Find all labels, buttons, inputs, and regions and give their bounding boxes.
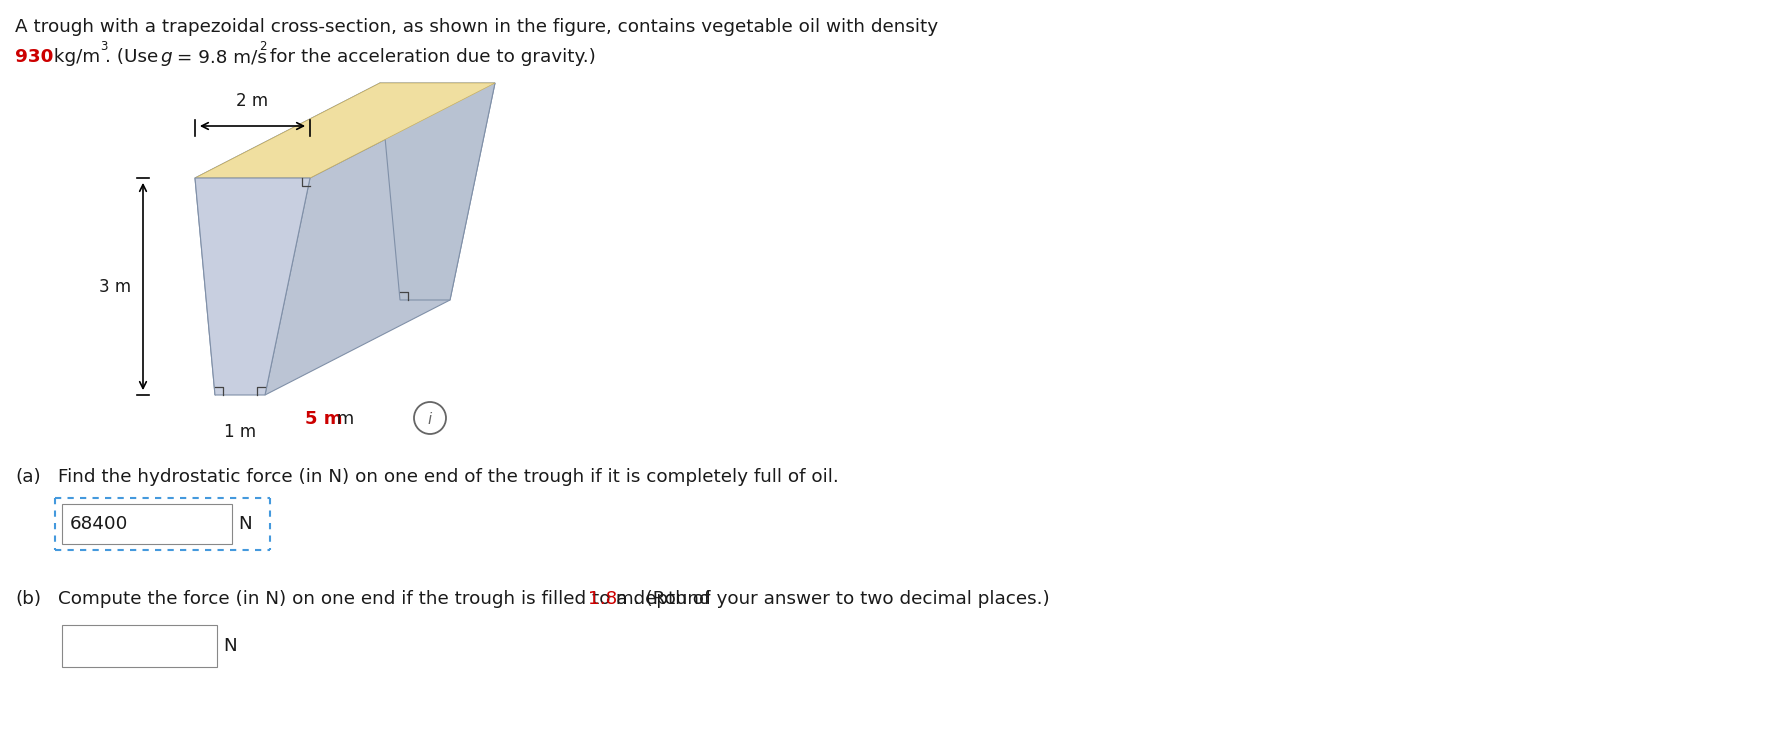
Text: 3: 3	[100, 40, 108, 53]
Text: 5 m: 5 m	[305, 410, 342, 428]
Polygon shape	[195, 83, 400, 395]
Text: i: i	[428, 412, 432, 427]
Text: kg/m: kg/m	[48, 48, 100, 66]
Text: = 9.8 m/s: = 9.8 m/s	[170, 48, 267, 66]
FancyBboxPatch shape	[63, 625, 217, 667]
Text: 1 m: 1 m	[224, 423, 256, 441]
Polygon shape	[380, 83, 495, 300]
Text: for the acceleration due to gravity.): for the acceleration due to gravity.)	[263, 48, 597, 66]
Polygon shape	[265, 83, 495, 395]
Text: (a): (a)	[14, 468, 41, 486]
Text: g: g	[159, 48, 172, 66]
Text: m: m	[332, 410, 355, 428]
Text: m. (Round your answer to two decimal places.): m. (Round your answer to two decimal pla…	[609, 590, 1050, 608]
Text: 2: 2	[260, 40, 267, 53]
Text: 930: 930	[14, 48, 54, 66]
Text: (b): (b)	[14, 590, 41, 608]
Text: 68400: 68400	[70, 515, 129, 533]
Polygon shape	[195, 178, 310, 395]
Text: 2 m: 2 m	[237, 92, 269, 110]
Text: N: N	[238, 515, 251, 533]
Text: 1.8: 1.8	[588, 590, 616, 608]
FancyBboxPatch shape	[63, 504, 231, 544]
Polygon shape	[195, 83, 495, 178]
Text: Find the hydrostatic force (in N) on one end of the trough if it is completely f: Find the hydrostatic force (in N) on one…	[57, 468, 839, 486]
Text: 3 m: 3 m	[99, 278, 131, 295]
Text: N: N	[222, 637, 237, 655]
Text: Compute the force (in N) on one end if the trough is filled to a depth of: Compute the force (in N) on one end if t…	[57, 590, 717, 608]
Text: A trough with a trapezoidal cross-section, as shown in the figure, contains vege: A trough with a trapezoidal cross-sectio…	[14, 18, 939, 36]
Text: . (Use: . (Use	[106, 48, 165, 66]
